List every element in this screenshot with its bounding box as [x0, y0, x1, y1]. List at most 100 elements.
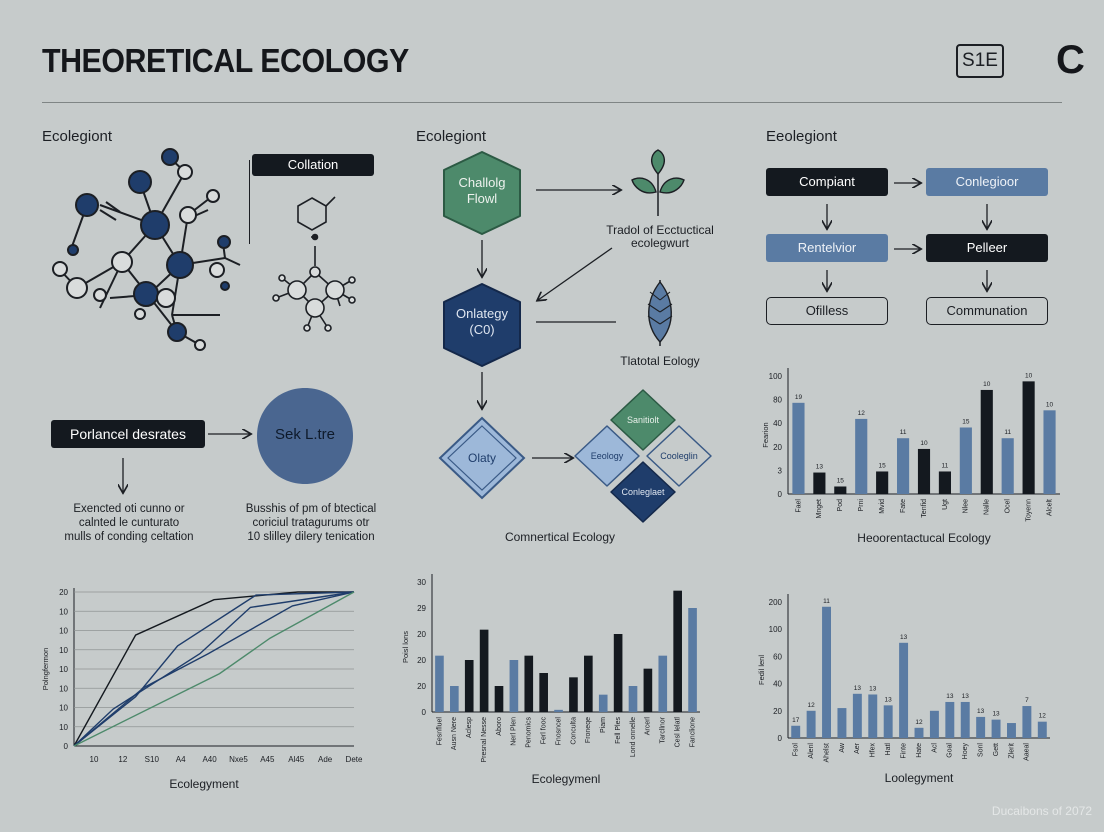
bar [976, 716, 986, 738]
bar [791, 725, 801, 738]
y-tick-label: 0 [422, 708, 427, 717]
x-tick-label: Finte [900, 743, 907, 759]
benzene-ring [297, 197, 327, 231]
bar [524, 655, 534, 712]
leaf-icon [631, 149, 685, 216]
molecule-atoms [52, 148, 231, 351]
bar-value-label: 12 [915, 719, 923, 726]
y-tick-label: 20 [773, 707, 782, 716]
bar [554, 709, 563, 712]
x-tick-label: S10 [145, 755, 160, 764]
x-tick-label: Fell Ples [615, 717, 622, 744]
bar-value-label: 10 [1025, 372, 1033, 379]
y-axis-title: Poisl lons [401, 631, 410, 663]
flow-box-pelleer[interactable]: Pelleer [926, 234, 1048, 262]
arrow-down-left [115, 458, 135, 498]
bar [876, 471, 889, 494]
bar [1037, 721, 1047, 738]
panel2-section-label: Ecolegiont [416, 128, 487, 145]
molecule-network [52, 148, 241, 351]
bar-value-label: 15 [879, 462, 887, 469]
bar-value-label: 11 [900, 429, 907, 436]
leaf1-label: Tradol of Ecctuctical ecolegwurt [606, 223, 714, 250]
bar-chart-top-right: 0 3 20 40 80 100 19 13 15 12 15 11 10 11 15 10 11 10 10 Fae… [761, 368, 1060, 545]
y-tick-label: 100 [769, 372, 783, 381]
bar-value-label: 13 [992, 711, 1000, 718]
hexagon-onlategy [443, 283, 521, 367]
x-tick-label: Ahelst [823, 743, 830, 763]
bar [806, 710, 816, 738]
x-tick-label: Fesnfluel [436, 717, 443, 746]
left-caption-line: mulls of conding celtation [64, 531, 194, 543]
bar-chart-bottom-right: 0 20 40 60 100 200 17 12 11 13 13 13 13 12 13 13 13 13 7 12… [757, 594, 1050, 785]
hexagon-challolg [443, 151, 521, 235]
bar-value-label: 12 [808, 702, 816, 709]
x-tick-label: Froneqe [585, 717, 592, 743]
footer-note: Ducaibons of 2072 [991, 804, 1092, 818]
x-tick-label: Dete [346, 755, 363, 764]
x-tick-label: Pod [837, 499, 844, 512]
y-tick-label: 10 [59, 723, 68, 732]
flow-box-compiant[interactable]: Compiant [766, 168, 888, 196]
small-molecule-diagram [272, 196, 356, 332]
y-axis-title: Fedil lenl [757, 655, 766, 685]
x-tick-label: Aw [839, 742, 846, 753]
bar [929, 710, 939, 738]
series-line [73, 591, 355, 747]
x-tick-label: Gett [993, 743, 1000, 756]
x-tick-label: Nxe5 [229, 755, 248, 764]
x-tick-label: Ugt [942, 499, 949, 510]
y-tick-label: 10 [59, 684, 68, 693]
diamond-olaty [438, 416, 526, 500]
cluster-top [610, 389, 676, 451]
x-tick-label: Piam [600, 717, 607, 733]
hexagon2-label: Onlategy (C0) [455, 306, 509, 337]
bar-value-label: 12 [858, 410, 866, 417]
bar-value-label: 15 [962, 418, 970, 425]
x-tick-label: Ausn Nere [451, 717, 458, 750]
bar-value-label: 19 [795, 394, 803, 401]
bar-value-label: 13 [977, 708, 985, 715]
logo-letter: C [1056, 38, 1085, 82]
blob-shape [257, 388, 353, 484]
x-tick-label: Fsol [793, 743, 800, 757]
bar-value-label: 13 [854, 685, 862, 692]
bar [479, 629, 489, 712]
x-tick-label: Alcelt [1046, 499, 1053, 516]
bar [569, 677, 578, 712]
y-tick-label: 0 [778, 490, 783, 499]
x-tick-label: 10 [90, 755, 99, 764]
y-tick-label: 20 [773, 443, 782, 452]
x-tick-label: Presnal Nesse [481, 717, 488, 763]
bar [868, 694, 878, 738]
flow-box-rentelvior[interactable]: Rentelvior [766, 234, 888, 262]
flow-box-ofilless[interactable]: Ofilless [766, 297, 888, 325]
x-tick-label: Tarcllnor [660, 716, 667, 743]
y-tick-label: 30 [417, 578, 426, 587]
flow-box-conlegioor[interactable]: Conlegioor [926, 168, 1048, 196]
y-tick-label: 20 [59, 588, 68, 597]
x-tick-label: 12 [118, 755, 127, 764]
bar-chart-bottom-middle: 0 20 20 20 29 30 Fesnfluel Ausn Nere Aclesp Presn… [401, 574, 700, 786]
right-caption: Busshis of pm of btectical coriciul trat… [226, 502, 396, 544]
bar-value-label: 12 [1039, 713, 1047, 720]
process-button[interactable]: Porlancel desrates [51, 420, 205, 448]
x-tick-label: Aaeal [1024, 743, 1031, 761]
y-tick-label: 20 [417, 656, 426, 665]
x-tick-label: Fael [795, 499, 802, 513]
x-axis-title: Ecolegymenl [532, 772, 601, 786]
x-tick-label: Cesl lelatl [675, 717, 682, 748]
bar [834, 486, 847, 494]
bar [917, 448, 931, 494]
flow-box-communation[interactable]: Communation [926, 297, 1048, 325]
bar-value-label: 10 [1046, 401, 1054, 408]
bar [464, 660, 474, 712]
bar [613, 634, 623, 712]
bar [688, 608, 697, 712]
x-tick-label: Ade [318, 755, 333, 764]
x-tick-label: Fnosncel [555, 717, 562, 746]
cluster-left [574, 425, 640, 487]
bar [855, 418, 868, 494]
x-axis-title: Heoorentactucal Ecology [857, 531, 990, 545]
cluster-right-label: Cooleglin [660, 451, 698, 461]
